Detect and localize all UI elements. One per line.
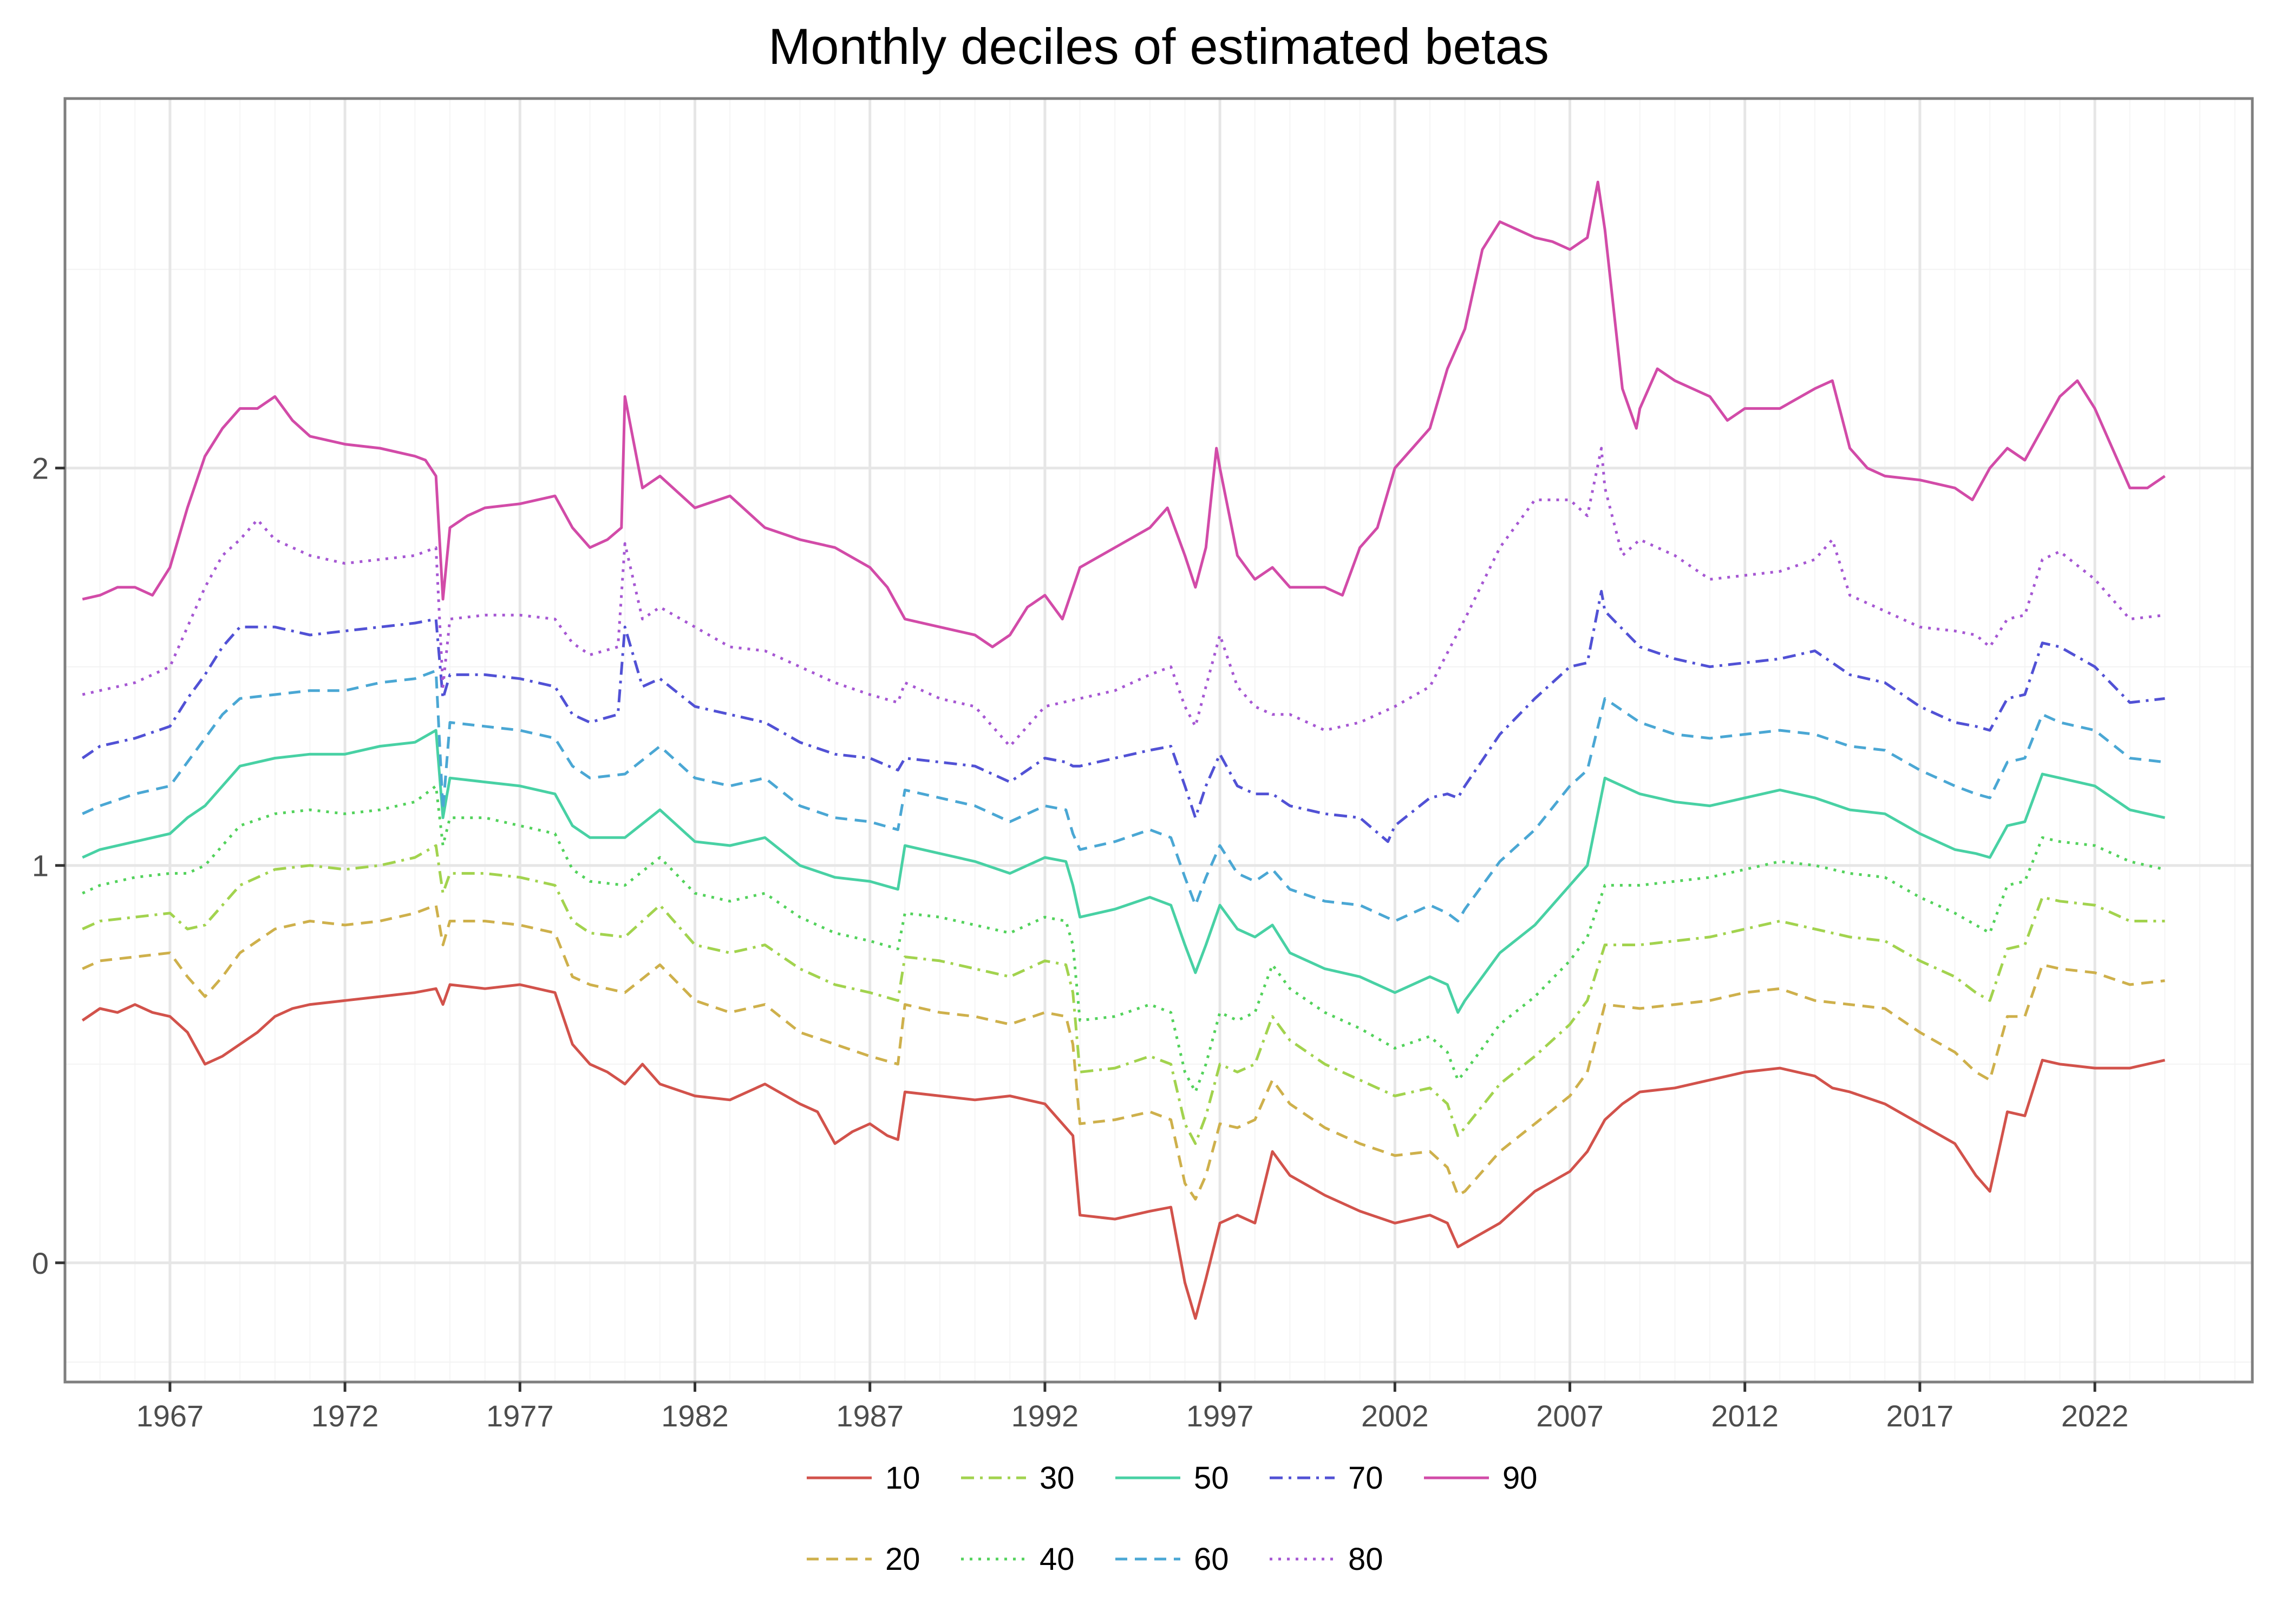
series-line-90 bbox=[82, 180, 2166, 649]
series-line-20 bbox=[82, 903, 2165, 1201]
legend: 10 20 30 40 50 60 70 80 90 bbox=[807, 1461, 1538, 1577]
legend-label-40: 40 bbox=[1040, 1542, 1075, 1577]
legend-item-90: 90 bbox=[1424, 1461, 1538, 1496]
plot-area: 1967 1972 1977 1982 1987 1992 1997 2002 2007 2012… bbox=[32, 97, 2254, 1433]
legend-item-10: 10 bbox=[807, 1461, 920, 1496]
x-tick-label: 2017 bbox=[1886, 1399, 1954, 1433]
x-tick-label: 1987 bbox=[836, 1399, 904, 1433]
y-tick-label: 0 bbox=[32, 1246, 49, 1280]
series-line-60 bbox=[82, 669, 2165, 922]
legend-label-80: 80 bbox=[1348, 1542, 1383, 1577]
x-tick-label: 1997 bbox=[1186, 1399, 1254, 1433]
series-line-40 bbox=[82, 784, 2165, 1093]
legend-item-80: 80 bbox=[1270, 1542, 1383, 1577]
series-line-50 bbox=[82, 729, 2165, 1014]
panel-border bbox=[63, 97, 2254, 1384]
x-tick-label: 1982 bbox=[661, 1399, 729, 1433]
x-tick-label: 1972 bbox=[311, 1399, 379, 1433]
legend-item-30: 30 bbox=[961, 1461, 1075, 1496]
x-tick-label: 2007 bbox=[1536, 1399, 1604, 1433]
x-tick-label: 1992 bbox=[1011, 1399, 1079, 1433]
x-tick-label: 1977 bbox=[486, 1399, 554, 1433]
series-line-30 bbox=[82, 844, 2165, 1145]
legend-label-90: 90 bbox=[1502, 1461, 1538, 1496]
legend-item-40: 40 bbox=[961, 1542, 1075, 1577]
y-tick-label: 2 bbox=[32, 451, 49, 486]
legend-item-70: 70 bbox=[1270, 1461, 1383, 1496]
y-tick-label: 1 bbox=[32, 849, 49, 883]
legend-item-50: 50 bbox=[1115, 1461, 1229, 1496]
legend-label-70: 70 bbox=[1348, 1461, 1383, 1496]
x-tick-label: 2022 bbox=[2061, 1399, 2129, 1433]
x-tick-label: 2012 bbox=[1711, 1399, 1779, 1433]
chart-title: Monthly deciles of estimated betas bbox=[768, 18, 1549, 75]
series-line-10 bbox=[81, 983, 2165, 1320]
panel-background bbox=[65, 99, 2252, 1382]
legend-item-60: 60 bbox=[1115, 1542, 1229, 1577]
legend-label-20: 20 bbox=[885, 1542, 920, 1577]
legend-label-10: 10 bbox=[885, 1461, 920, 1496]
legend-label-30: 30 bbox=[1040, 1461, 1075, 1496]
legend-label-50: 50 bbox=[1194, 1461, 1229, 1496]
legend-label-60: 60 bbox=[1194, 1542, 1229, 1577]
legend-item-20: 20 bbox=[807, 1542, 920, 1577]
x-tick-label: 2002 bbox=[1361, 1399, 1429, 1433]
x-tick-label: 1967 bbox=[136, 1399, 204, 1433]
